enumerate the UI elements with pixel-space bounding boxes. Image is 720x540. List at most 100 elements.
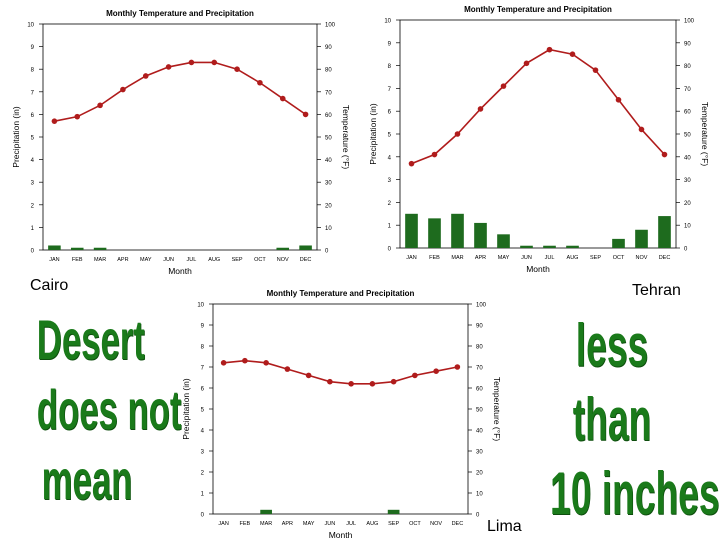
x-axis-label: Month	[526, 264, 550, 274]
precip-bar	[520, 245, 533, 248]
temperature-point	[433, 368, 439, 374]
chart-title: Monthly Temperature and Precipitation	[267, 289, 415, 298]
left-tick-label: 9	[201, 324, 205, 330]
cairo-chart-svg: Monthly Temperature and Precipitation 0 1 2…	[11, 9, 351, 276]
left-tick-label: 5	[388, 133, 392, 139]
x-tick-label: NOV	[277, 257, 289, 263]
precip-bar	[276, 247, 290, 250]
x-tick-label: MAR	[94, 257, 106, 263]
x-tick-label: JUN	[325, 521, 336, 527]
left-tick-label: 10	[27, 23, 34, 29]
temperature-point	[369, 381, 376, 387]
x-tick-label: FEB	[72, 257, 83, 263]
left-tick-label: 2	[31, 203, 35, 209]
precip-bar	[635, 229, 648, 248]
left-axis-label: Precipitation (in)	[368, 103, 378, 165]
left-tick-label: 1	[201, 492, 205, 498]
right-tick-label: 10	[476, 492, 483, 498]
right-tick-label: 0	[476, 513, 480, 519]
x-axis-label: Month	[168, 266, 192, 276]
x-tick-label: MAY	[303, 521, 315, 527]
x-tick-label: JAN	[406, 255, 416, 261]
temperature-line	[223, 359, 458, 385]
temperature-point	[279, 95, 286, 102]
temperature-point	[234, 66, 240, 72]
temperature-point	[661, 151, 668, 158]
left-tick-label: 0	[388, 247, 392, 253]
x-tick-label: SEP	[590, 255, 601, 261]
precip-bar	[612, 238, 625, 248]
precip-bar	[566, 245, 579, 248]
temperature-point	[638, 126, 645, 133]
temperature-point	[211, 59, 218, 66]
x-tick-label: APR	[475, 255, 486, 261]
right-tick-label: 80	[476, 345, 483, 351]
x-tick-label: OCT	[613, 255, 625, 261]
slogan-right-line-1: less	[575, 312, 649, 379]
temperature-point	[408, 160, 415, 167]
right-tick-label: 90	[476, 324, 483, 330]
temperature-point	[412, 372, 418, 379]
x-tick-label: DEC	[452, 521, 464, 527]
lima-chart-svg: Monthly Temperature and Precipitation 0 1 2…	[181, 289, 502, 540]
right-tick-label: 0	[325, 249, 329, 255]
right-tick-label: 0	[684, 247, 688, 253]
temperature-point	[569, 51, 576, 57]
temperature-point	[592, 67, 599, 73]
x-tick-label: MAY	[498, 255, 510, 261]
slogan-left: Desert does not mean	[36, 308, 182, 511]
left-tick-label: 4	[201, 429, 205, 435]
slogan-left-line-1: Desert	[36, 308, 145, 371]
temperature-point	[188, 59, 195, 66]
right-tick-label: 10	[684, 224, 691, 230]
left-tick-label: 3	[31, 181, 35, 187]
left-tick-label: 4	[31, 158, 35, 164]
temperature-point	[477, 106, 484, 112]
precip-bar	[543, 245, 556, 248]
left-tick-label: 3	[201, 450, 205, 456]
x-tick-label: SEP	[388, 521, 399, 527]
x-tick-label: JAN	[218, 521, 228, 527]
right-tick-label: 10	[325, 226, 332, 232]
left-tick-label: 9	[31, 45, 35, 51]
precip-bar	[260, 509, 272, 514]
temperature-point	[97, 102, 103, 109]
precip-bar	[451, 213, 464, 248]
right-tick-label: 60	[684, 110, 691, 116]
lima-chart: Monthly Temperature and Precipitation 0 1 2…	[178, 286, 518, 540]
temperature-point	[500, 83, 507, 89]
right-tick-label: 70	[476, 366, 483, 372]
right-tick-label: 50	[684, 133, 691, 139]
slogan-left-line-3: mean	[41, 448, 133, 511]
chart-title: Monthly Temperature and Precipitation	[464, 5, 612, 14]
x-tick-label: APR	[282, 521, 293, 527]
x-tick-label: JUN	[163, 257, 174, 263]
precip-bar	[658, 216, 671, 248]
left-tick-label: 0	[201, 513, 205, 519]
left-tick-label: 5	[31, 136, 35, 142]
temperature-point	[257, 79, 263, 86]
temperature-point	[305, 372, 312, 379]
tehran-chart-svg: Monthly Temperature and Precipitation 0 1 2…	[368, 5, 710, 274]
right-axis-label: Temperature (°F)	[492, 377, 502, 442]
x-tick-label: MAR	[451, 255, 463, 261]
plot-frame	[42, 23, 318, 251]
left-axis-label: Precipitation (in)	[181, 378, 191, 440]
right-tick-label: 30	[684, 178, 691, 184]
temperature-point	[523, 60, 530, 67]
x-tick-label: SEP	[232, 257, 243, 263]
x-tick-label: NOV	[430, 521, 442, 527]
temperature-point	[431, 151, 438, 158]
right-tick-label: 20	[476, 471, 483, 477]
right-tick-label: 80	[684, 64, 691, 70]
temperature-line	[411, 48, 666, 165]
right-tick-label: 50	[325, 136, 332, 142]
x-tick-label: NOV	[636, 255, 648, 261]
temperature-point	[165, 64, 172, 70]
temperature-point	[220, 360, 227, 366]
x-axis-label: Month	[329, 530, 353, 540]
x-tick-label: JUN	[521, 255, 532, 261]
temperature-point	[546, 46, 553, 53]
right-tick-label: 100	[684, 19, 695, 25]
slogan-left-line-2: does not	[36, 378, 182, 441]
